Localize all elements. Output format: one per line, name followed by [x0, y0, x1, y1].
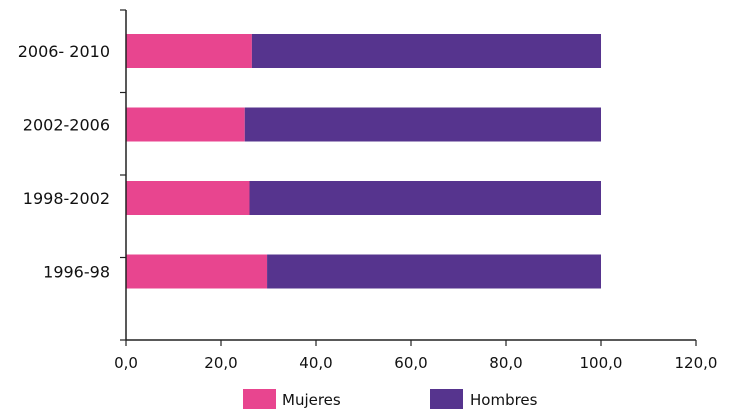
legend-label-hombres: Hombres — [470, 391, 538, 409]
bar-mujeres-4 — [126, 254, 268, 289]
x-tick-label: 0,0 — [114, 354, 138, 372]
x-tick-label: 120,0 — [675, 354, 718, 372]
legend: Mujeres Hombres — [243, 389, 538, 409]
bar-hombres-2 — [244, 107, 601, 142]
x-tick-label: 20,0 — [204, 354, 237, 372]
x-tick-label: 40,0 — [299, 354, 332, 372]
category-label: 1998-2002 — [23, 189, 110, 208]
x-tick-label: 80,0 — [489, 354, 522, 372]
bar-hombres-4 — [267, 254, 601, 289]
legend-swatch-hombres — [430, 389, 463, 409]
category-label: 2002-2006 — [23, 116, 110, 135]
bar-hombres-3 — [249, 181, 601, 215]
category-label: 1996-98 — [43, 263, 110, 282]
x-tick-label: 100,0 — [580, 354, 623, 372]
x-tick-label: 60,0 — [394, 354, 427, 372]
bar-hombres-1 — [251, 34, 602, 68]
legend-swatch-mujeres — [243, 389, 276, 409]
bar-mujeres-1 — [126, 34, 252, 68]
plot-area: 2006- 2010 2002-2006 1998-2002 1996-98 0,0 20… — [18, 9, 718, 372]
category-label: 2006- 2010 — [18, 42, 110, 61]
bar-mujeres-3 — [126, 181, 250, 215]
bar-mujeres-2 — [126, 107, 245, 142]
legend-label-mujeres: Mujeres — [282, 391, 341, 409]
